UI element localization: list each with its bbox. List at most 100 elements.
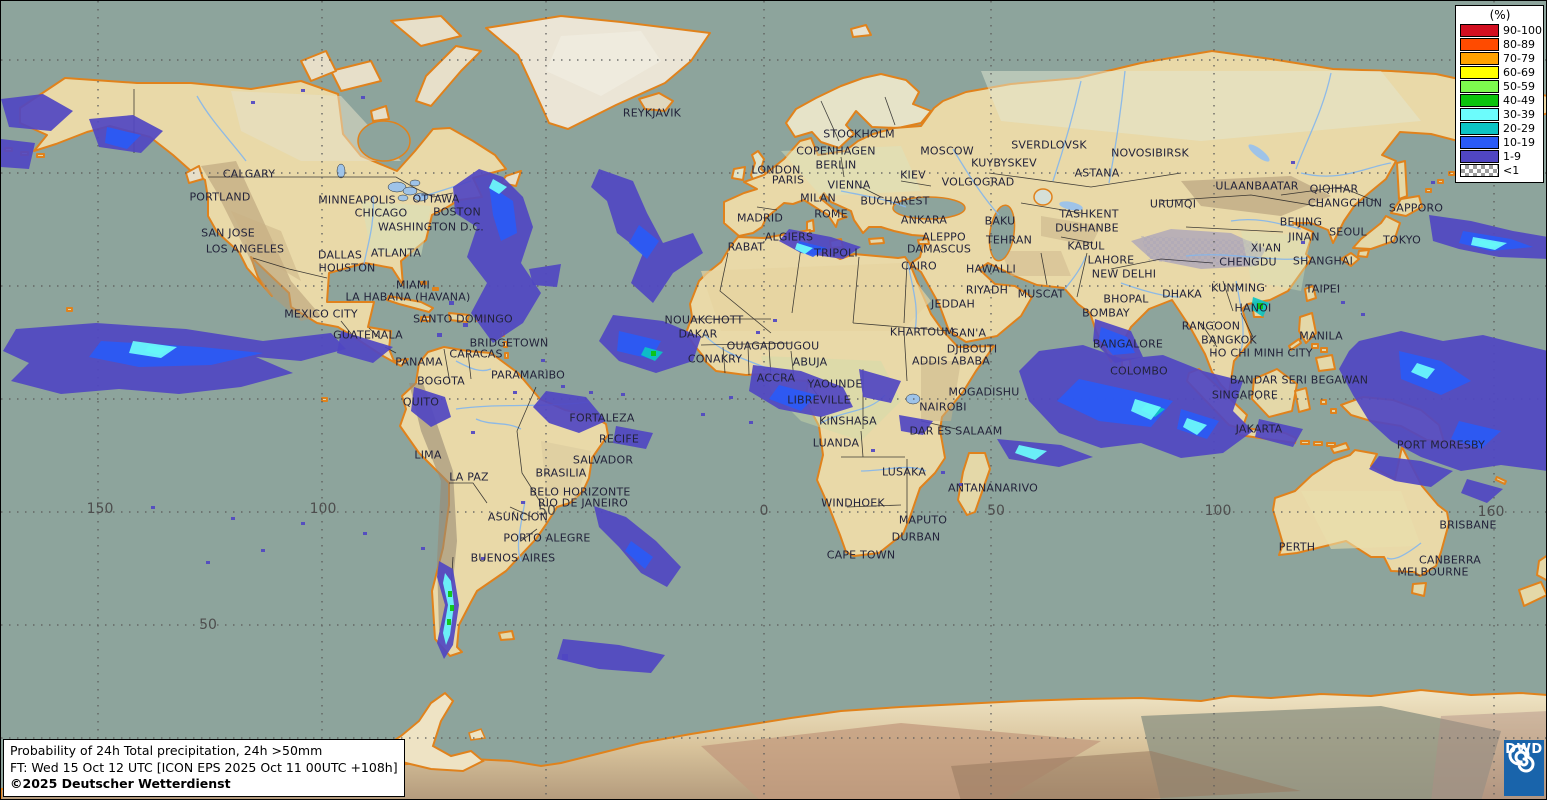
legend-swatch [1460, 150, 1499, 163]
grid-coordinate-label: 50 [199, 617, 217, 633]
city-label: JINAN [1288, 230, 1320, 244]
city-label: JAKARTA [1235, 422, 1283, 436]
legend-rows: 90-100 80-89 70-79 60-69 50-59 40-49 30-39 20-2… [1460, 24, 1542, 177]
city-label: URUMQI [1149, 197, 1197, 211]
city-label: ALEPPO [922, 230, 966, 244]
city-label: KUYBYSKEV [971, 156, 1037, 170]
city-label: MILAN [800, 191, 836, 205]
city-label: FORTALEZA [569, 411, 635, 425]
city-label: CALGARY [222, 167, 276, 181]
city-label: LUANDA [812, 436, 860, 450]
city-label: RANGOON [1181, 319, 1241, 333]
city-label: BRASILIA [535, 466, 587, 480]
city-label: SAPPORO [1388, 201, 1444, 215]
city-label: KINSHASA [819, 414, 877, 428]
grid-coordinate-label: 100 [1204, 503, 1232, 519]
legend-label: 70-79 [1503, 52, 1535, 65]
city-label: DUSHANBE [1055, 221, 1119, 235]
city-label: SAN JOSE [201, 226, 255, 240]
city-label: MAPUTO [898, 513, 948, 527]
city-label: BERLIN [815, 158, 857, 172]
grid-coordinate-label: 50 [987, 503, 1005, 519]
legend-swatch [1460, 122, 1499, 135]
city-label: JEDDAH [931, 297, 975, 311]
city-label: BANGALORE [1092, 337, 1164, 351]
city-label: LIMA [414, 448, 442, 462]
city-label: BRIDGETOWN [469, 336, 549, 350]
city-label: ATLANTA [370, 246, 422, 260]
city-label: KIEV [900, 168, 926, 182]
legend-swatch [1460, 24, 1499, 37]
legend-swatch [1460, 164, 1499, 177]
city-label: PERTH [1278, 540, 1316, 554]
city-label: MIAMI [396, 278, 430, 292]
legend-swatch [1460, 66, 1499, 79]
city-label: COLOMBO [1110, 364, 1168, 378]
city-label: BANDAR SERI BEGAWAN [1229, 373, 1369, 387]
legend-swatch [1460, 94, 1499, 107]
city-label: BELO HORIZONTE [529, 485, 631, 499]
city-label: SALVADOR [572, 453, 634, 467]
city-label: LUSAKA [881, 465, 927, 479]
precip-specks [151, 61, 1525, 660]
city-label: ULAANBAATAR [1215, 179, 1299, 193]
city-label: OTTAWA [412, 192, 460, 206]
grid-coordinate-label: 100 [309, 501, 337, 517]
city-label: MANILA [1299, 329, 1343, 343]
city-label: ASTANA [1074, 166, 1120, 180]
legend-label: 10-19 [1503, 136, 1535, 149]
legend-swatch [1460, 52, 1499, 65]
city-label: KUNMING [1210, 281, 1266, 295]
city-label: COPENHAGEN [796, 144, 876, 158]
city-label: SAN'A [951, 326, 987, 340]
city-label: SVERDLOVSK [1011, 138, 1087, 152]
grid-coordinate-label: 50 [538, 503, 556, 519]
city-label: PARIS [771, 173, 805, 187]
city-label: NEW DELHI [1091, 267, 1157, 281]
legend-swatch [1460, 38, 1499, 51]
city-label: MADRID [736, 211, 784, 225]
city-label: ROME [814, 207, 848, 221]
info-box: Probability of 24h Total precipitation, … [3, 739, 405, 797]
legend-row: 40-49 [1460, 94, 1540, 107]
legend-row: 1-9 [1460, 150, 1540, 163]
city-label: CHENGDU [1219, 255, 1277, 269]
info-line-copyright: ©2025 Deutscher Wetterdienst [10, 775, 231, 791]
legend-label: 80-89 [1503, 38, 1535, 51]
grid-coordinate-label: 160 [1477, 504, 1505, 520]
city-label: BANGKOK [1201, 333, 1257, 347]
city-label: PORT MORESBY [1396, 438, 1486, 452]
city-label: ACCRA [756, 371, 796, 385]
legend-label: 1-9 [1503, 150, 1521, 163]
city-label: HAWALLI [966, 262, 1016, 276]
city-label: ADDIS ABABA [911, 354, 991, 368]
city-label: BAKU [984, 214, 1016, 228]
city-label: LAHORE [1087, 253, 1135, 267]
city-label: VIENNA [827, 178, 871, 192]
city-label: DAR ES SALAAM [909, 424, 1003, 438]
city-label: HOUSTON [318, 261, 376, 275]
city-label: KHARTOUM [889, 325, 955, 339]
city-label: ASUNCION [487, 510, 549, 524]
legend-label: 20-29 [1503, 122, 1535, 135]
city-label: QIQIHAR [1309, 182, 1359, 196]
city-label: DAMASCUS [906, 242, 972, 256]
legend-label: 90-100 [1503, 24, 1542, 37]
city-label: TEHRAN [985, 233, 1033, 247]
city-label: LA HABANA (HAVANA) [345, 290, 471, 304]
city-label: OUAGADOUGOU [726, 339, 820, 353]
city-label: NOUAKCHOTT [664, 313, 744, 327]
city-label: RECIFE [599, 432, 639, 446]
city-label: ALGIERS [764, 230, 814, 244]
city-label: STOCKHOLM [823, 127, 895, 141]
city-label: XI'AN [1250, 241, 1282, 255]
city-label: TASHKENT [1059, 207, 1119, 221]
city-label: PARAMARIBO [490, 368, 566, 382]
city-label: SINGAPORE [1211, 388, 1279, 402]
city-label: BUENOS AIRES [470, 551, 556, 565]
legend-label: 50-59 [1503, 80, 1535, 93]
city-label: MINNEAPOLIS [318, 193, 396, 207]
city-label: TAIPEI [1305, 282, 1341, 296]
